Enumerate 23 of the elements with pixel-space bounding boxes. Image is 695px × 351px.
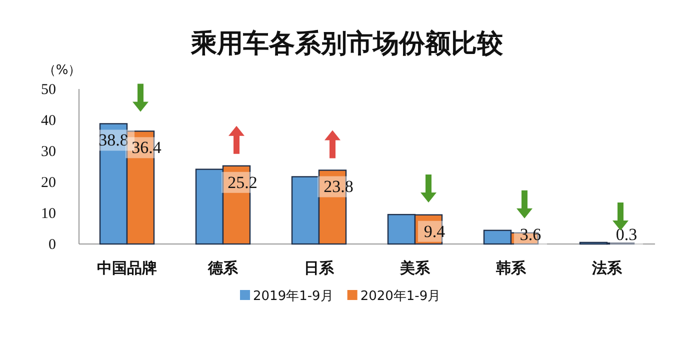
data-label: 23.8	[324, 177, 354, 196]
x-tick-label: 日系	[304, 259, 335, 277]
legend-label: 2019年1-9月	[253, 289, 334, 304]
x-tick-label: 德系	[207, 259, 239, 277]
y-tick-label: 40	[41, 113, 56, 129]
legend-label: 2020年1-9月	[360, 289, 441, 304]
data-label: 3.6	[520, 225, 542, 244]
y-tick-label: 30	[41, 144, 56, 160]
x-tick-label: 中国品牌	[97, 259, 157, 277]
data-label: 38.8	[98, 130, 128, 150]
chart-title: 乘用车各系别市场份额比较	[190, 29, 504, 59]
x-tick-label: 韩系	[495, 259, 527, 277]
data-label: 9.4	[424, 222, 446, 241]
data-label: 25.2	[228, 172, 258, 192]
y-tick-label: 10	[41, 206, 56, 222]
x-tick-label: 美系	[399, 259, 431, 277]
data-label: 36.4	[132, 138, 162, 158]
y-tick-label: 20	[41, 175, 56, 191]
y-tick-label: 50	[41, 82, 56, 98]
x-tick-label: 法系	[591, 259, 623, 277]
data-label: 0.3	[616, 225, 638, 244]
y-tick-label: 0	[48, 237, 56, 253]
y-axis-title: （%）	[42, 63, 82, 78]
